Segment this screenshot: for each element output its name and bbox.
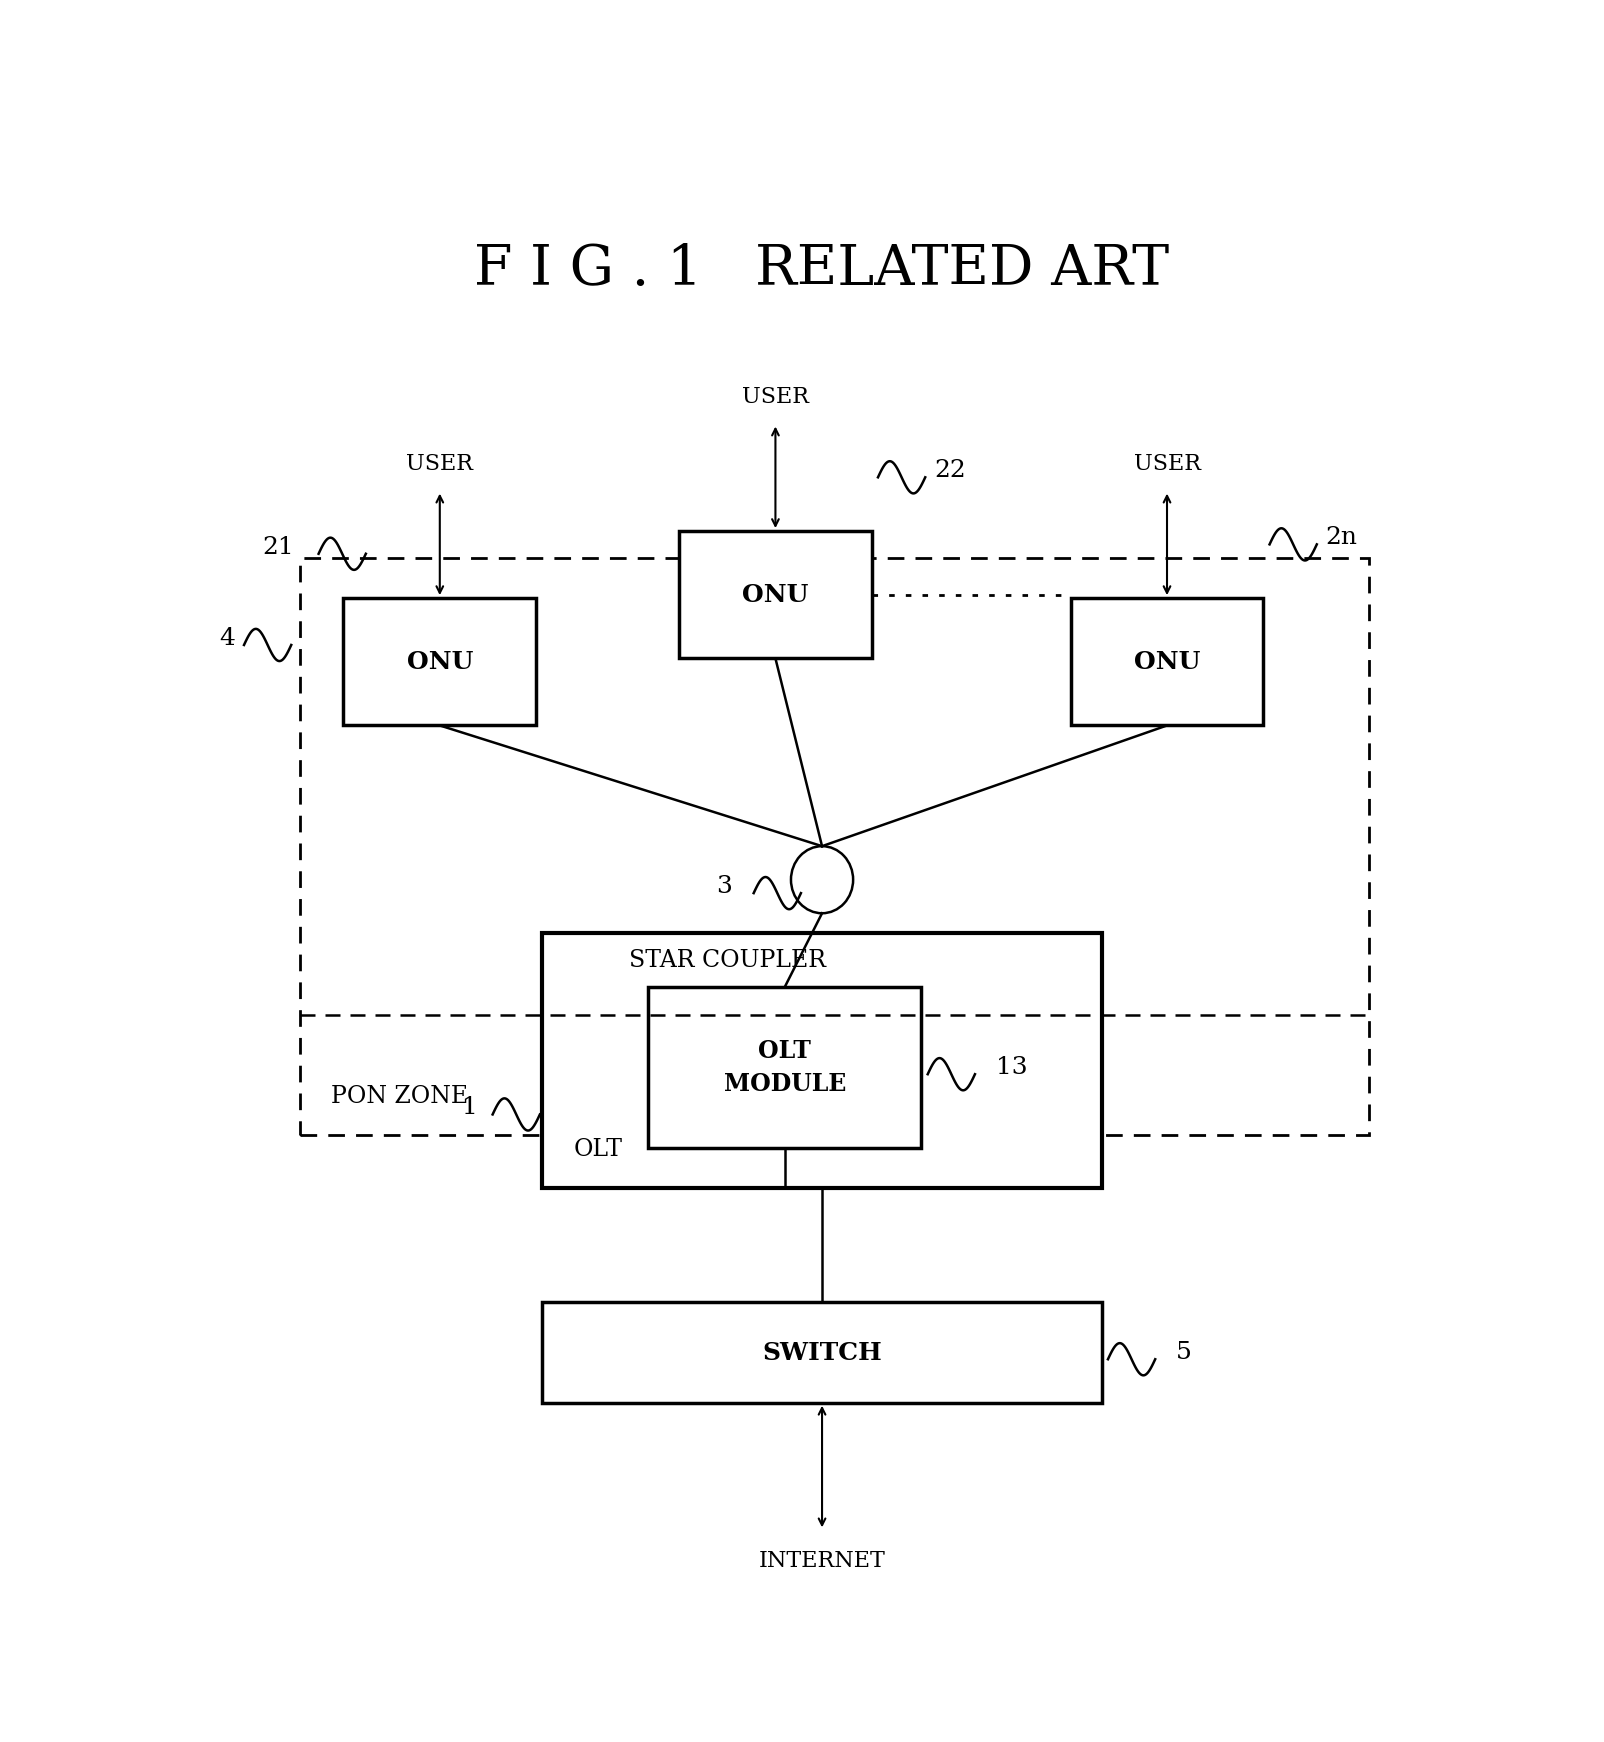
Text: OLT: OLT (574, 1138, 622, 1162)
Text: 22: 22 (934, 460, 966, 483)
Text: 2n: 2n (1325, 526, 1357, 549)
Text: ONU: ONU (1134, 650, 1200, 674)
Bar (648, 988, 921, 1148)
Text: USER: USER (743, 385, 808, 408)
Text: USER: USER (1134, 453, 1200, 474)
Text: USER: USER (406, 453, 473, 474)
Text: 3: 3 (717, 874, 733, 897)
Text: OLT
MODULE: OLT MODULE (723, 1038, 845, 1096)
Text: 13: 13 (996, 1056, 1028, 1078)
Text: PON ZONE: PON ZONE (330, 1085, 468, 1108)
Bar (542, 934, 1102, 1188)
Text: 1: 1 (462, 1096, 478, 1120)
Text: ONU: ONU (743, 582, 808, 606)
Bar (1071, 598, 1264, 725)
Text: INTERNET: INTERNET (759, 1550, 885, 1573)
Text: ONU: ONU (406, 650, 473, 674)
Text: 21: 21 (263, 535, 294, 559)
Text: STAR COUPLER: STAR COUPLER (629, 949, 826, 972)
Bar (678, 531, 873, 658)
Bar (542, 1303, 1102, 1402)
Text: 5: 5 (1176, 1341, 1192, 1364)
Bar (343, 598, 536, 725)
Text: SWITCH: SWITCH (762, 1341, 882, 1364)
Text: 4: 4 (220, 627, 236, 650)
Text: F I G . 1   RELATED ART: F I G . 1 RELATED ART (475, 242, 1169, 296)
Bar (300, 557, 1370, 1134)
